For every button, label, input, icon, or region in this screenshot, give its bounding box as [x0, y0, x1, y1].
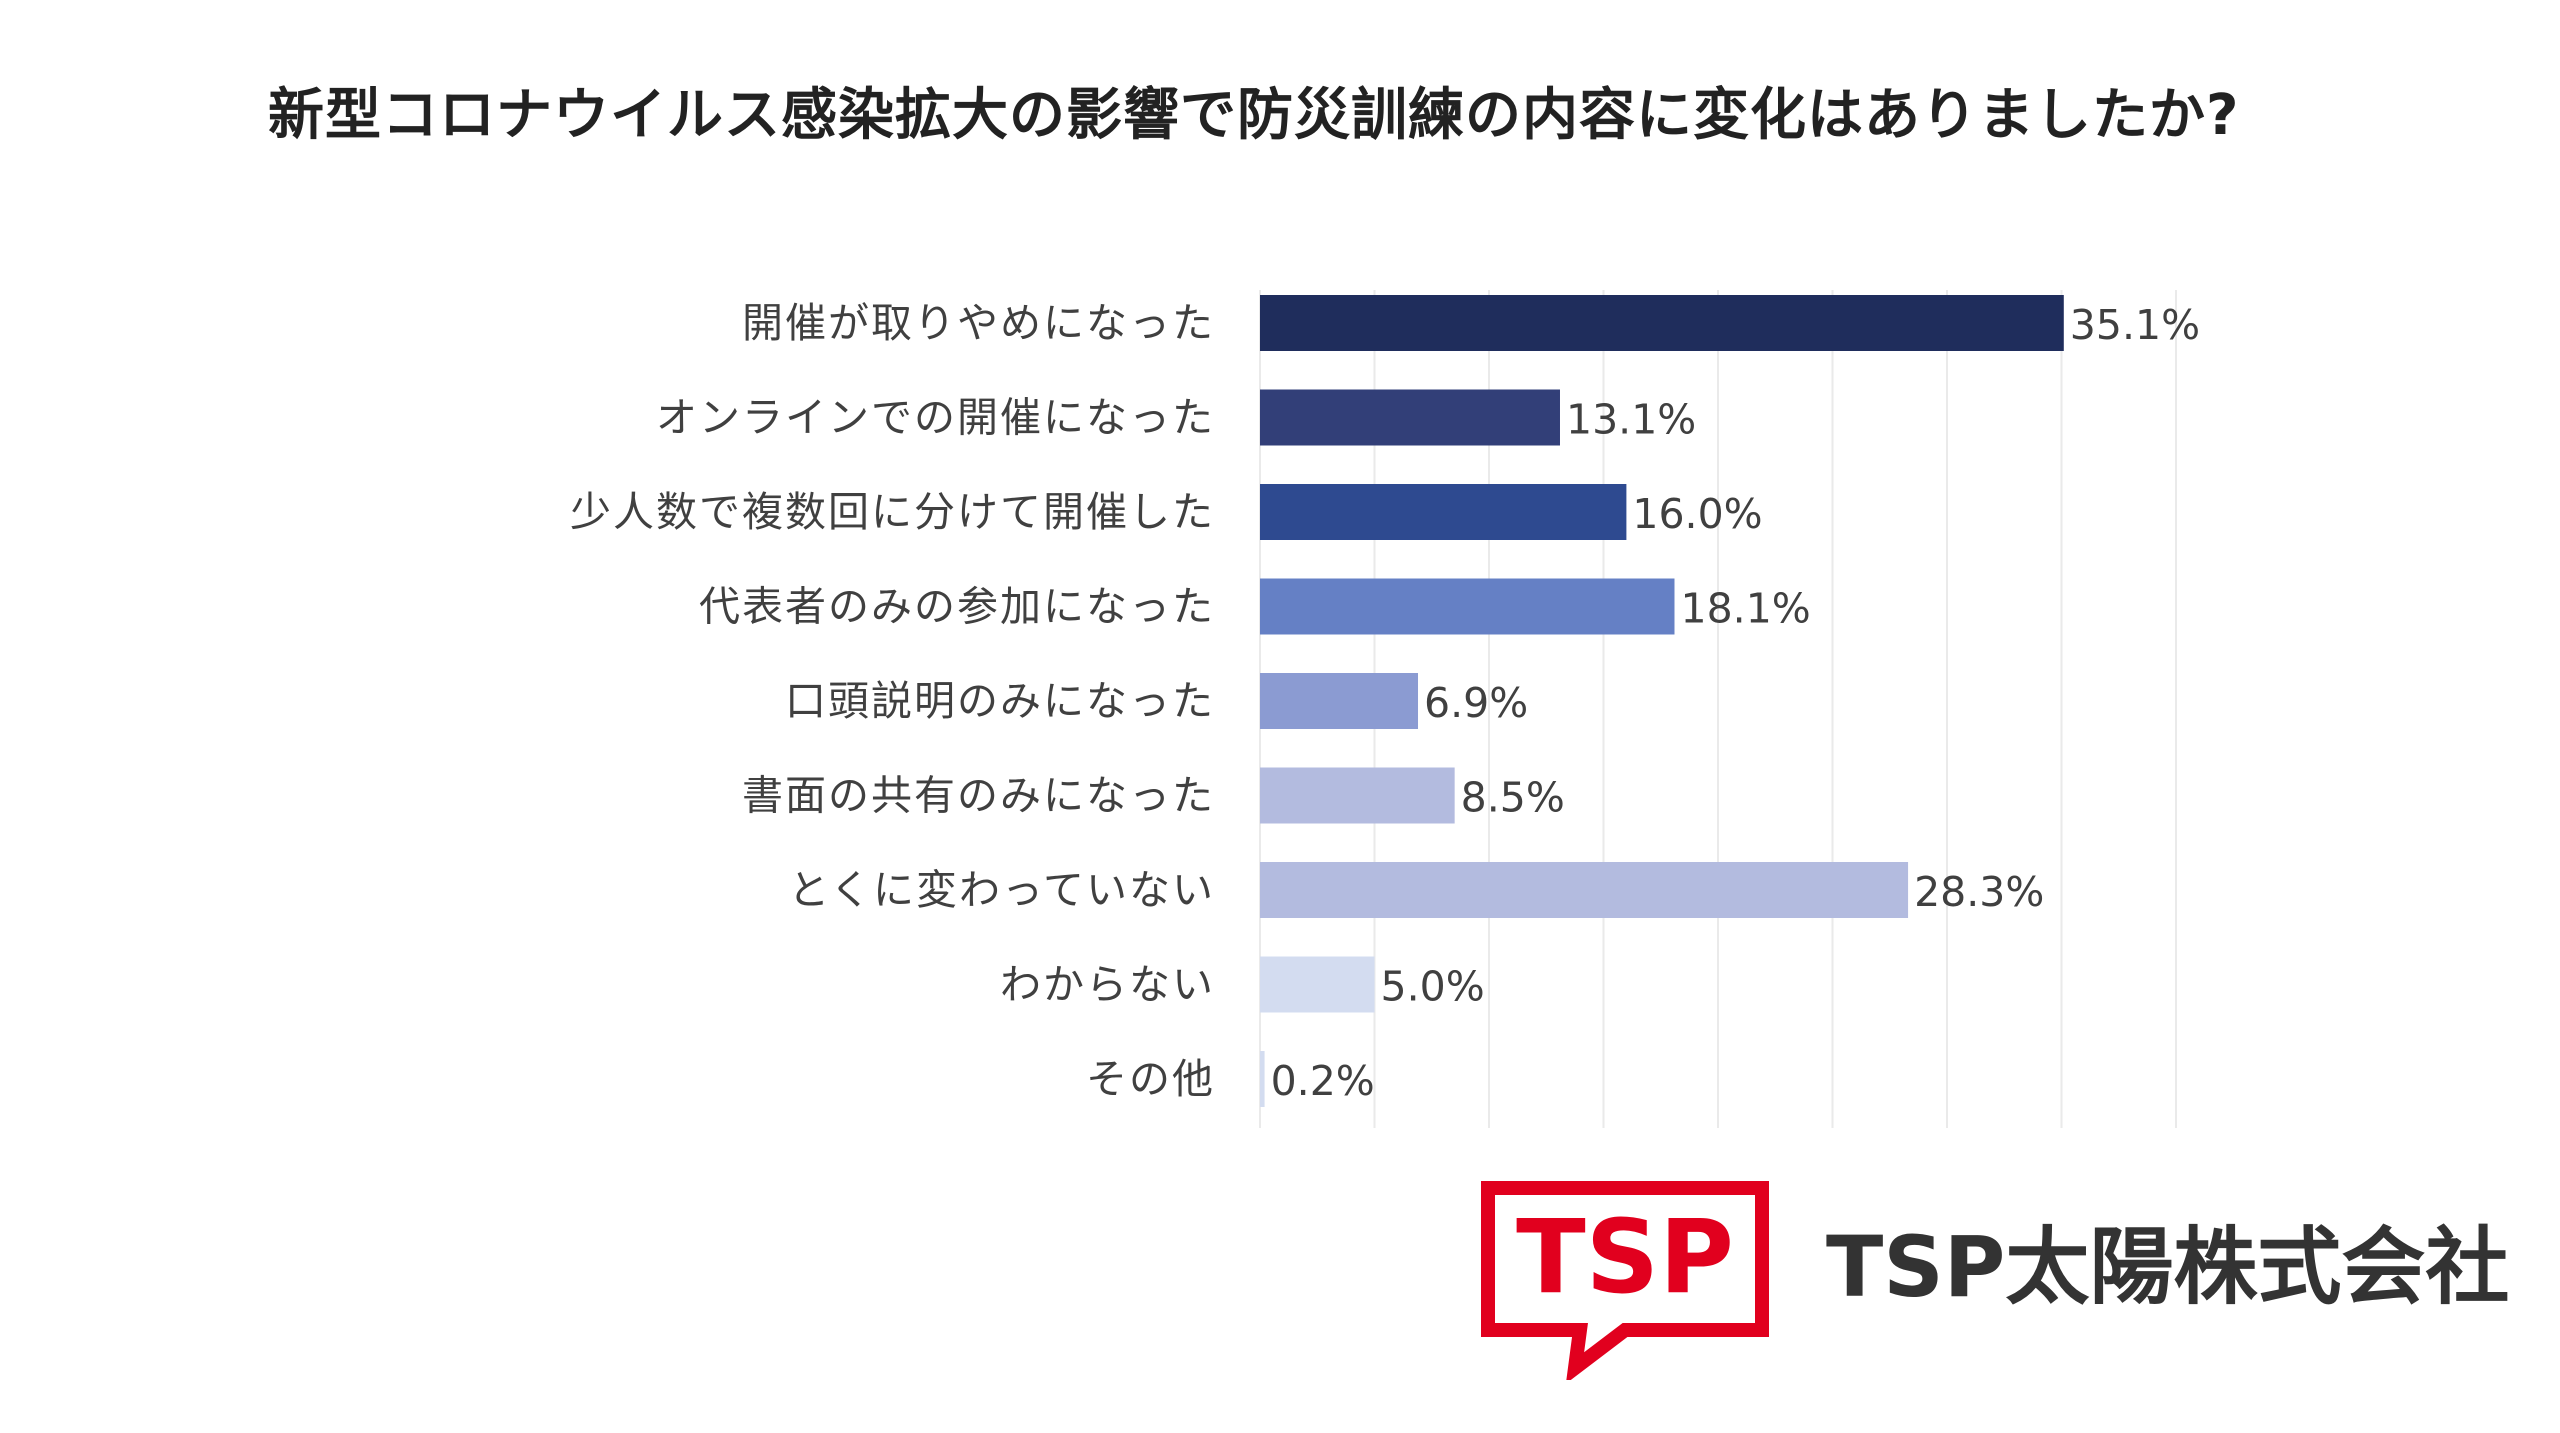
category-label: その他	[1086, 1055, 1215, 1103]
bar	[1260, 767, 1455, 824]
company-name: TSP太陽株式会社	[1826, 1218, 2510, 1316]
value-label: 16.0%	[1632, 490, 1762, 538]
bar	[1260, 389, 1560, 446]
value-label: 0.2%	[1271, 1057, 1375, 1105]
tsp-logo: TSP	[1481, 1181, 1769, 1380]
bar	[1260, 295, 2064, 351]
bar	[1260, 862, 1909, 918]
bars	[1260, 295, 2064, 1107]
category-labels: 開催が取りやめになったオンラインでの開催になった少人数で複数回に分けて開催した代…	[570, 299, 1215, 1103]
category-label: 口頭説明のみになった	[785, 677, 1215, 725]
category-label: 少人数で複数回に分けて開催した	[570, 488, 1215, 536]
category-label: オンラインでの開催になった	[656, 394, 1215, 442]
value-label: 5.0%	[1381, 963, 1485, 1011]
category-label: 代表者のみの参加になった	[699, 583, 1215, 631]
bar	[1260, 956, 1375, 1013]
chart-title: 新型コロナウイルス感染拡大の影響で防災訓練の内容に変化はありましたか?	[268, 83, 2240, 148]
value-label: 6.9%	[1424, 679, 1528, 727]
category-label: 開催が取りやめになった	[742, 299, 1215, 347]
value-label: 8.5%	[1461, 774, 1565, 822]
value-label: 13.1%	[1566, 396, 1696, 444]
value-labels: 35.1% 13.1% 16.0% 18.1% 6.9% 8.5% 28.3% 5.0%0.2…	[1271, 301, 2200, 1105]
bar	[1260, 484, 1627, 540]
category-label: わからない	[1000, 961, 1215, 1009]
value-label: 35.1%	[2070, 301, 2200, 349]
category-label: とくに変わっていない	[788, 866, 1215, 914]
value-label: 18.1%	[1680, 585, 1810, 633]
logo-text: TSP	[1516, 1198, 1734, 1317]
bar	[1260, 1051, 1265, 1107]
category-label: 書面の共有のみになった	[742, 772, 1215, 820]
speech-bubble-icon	[1481, 1181, 1769, 1380]
bar	[1260, 673, 1419, 729]
value-label: 28.3%	[1914, 868, 2044, 916]
bar	[1260, 578, 1675, 635]
